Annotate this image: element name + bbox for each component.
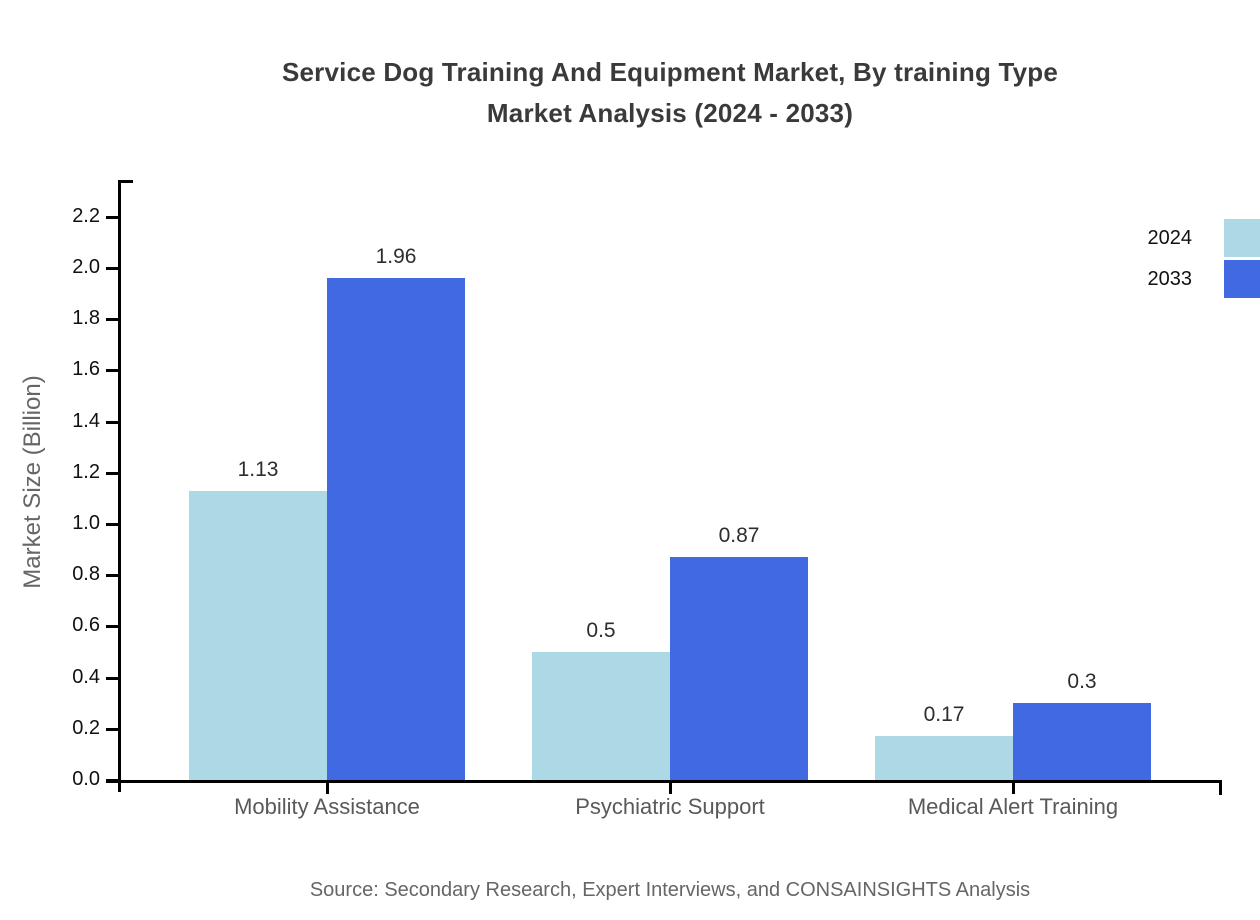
y-axis-top-cap	[118, 180, 133, 183]
bar-value-label: 0.87	[718, 524, 760, 547]
y-tick-mark	[106, 369, 118, 373]
y-tick-mark	[106, 727, 118, 731]
y-tick-label: 0.2	[72, 716, 100, 739]
y-tick-mark	[106, 523, 118, 526]
y-tick-label: 2.2	[72, 204, 100, 227]
legend-swatch-2024	[1224, 219, 1260, 257]
bar-value-label: 1.13	[237, 458, 279, 481]
y-tick-label: 0.6	[72, 614, 100, 637]
x-tick-mark	[669, 780, 672, 794]
category-label-0: Mobility Assistance	[234, 794, 420, 819]
bar-2033-0	[327, 278, 465, 780]
y-axis-spine	[118, 180, 121, 792]
y-tick-label: 1.2	[72, 460, 100, 483]
y-tick-mark	[106, 625, 118, 629]
bar-2033-2	[1013, 703, 1151, 780]
y-tick-mark	[106, 574, 118, 578]
legend-label-2024: 2024	[1147, 226, 1193, 249]
chart-title-line1: Service Dog Training And Equipment Marke…	[281, 57, 1059, 87]
y-tick-mark	[106, 676, 118, 680]
bar-value-label: 0.5	[586, 619, 616, 642]
y-tick-label: 0.4	[72, 665, 100, 688]
y-tick-mark	[106, 215, 118, 219]
legend-item-2024: 2024	[1148, 219, 1260, 257]
y-tick-label: 1.6	[72, 358, 100, 381]
x-axis-end-cap	[1219, 780, 1222, 795]
category-label-2: Medical Alert Training	[907, 794, 1119, 819]
chart-title: Service Dog Training And Equipment Marke…	[80, 52, 1260, 134]
bar-2033-1	[670, 557, 808, 780]
y-tick-mark	[106, 779, 118, 782]
bar-value-label: 1.96	[375, 245, 417, 268]
bar-value-label: 0.17	[923, 703, 965, 726]
x-tick-mark	[326, 780, 329, 794]
y-tick-label: 0.8	[72, 563, 100, 586]
x-axis-spine	[106, 780, 1222, 783]
y-tick-label: 1.4	[72, 409, 100, 432]
bar-2024-2	[875, 736, 1013, 780]
source-note: Source: Secondary Research, Expert Inter…	[309, 879, 1031, 901]
x-tick-mark	[1012, 780, 1015, 794]
y-tick-label: 2.0	[72, 256, 100, 278]
y-tick-mark	[106, 318, 118, 322]
legend-item-2033: 2033	[1148, 260, 1260, 298]
y-tick-mark	[106, 471, 118, 475]
y-tick-mark	[106, 267, 118, 270]
bar-value-label: 0.3	[1067, 670, 1097, 693]
legend-label-2033: 2033	[1147, 267, 1193, 290]
y-tick-label: 1.8	[72, 307, 100, 330]
category-label-1: Psychiatric Support	[575, 794, 765, 819]
y-tick-label: 1.0	[72, 512, 100, 534]
y-tick-mark	[106, 420, 118, 424]
bar-2024-0	[189, 491, 327, 780]
bar-2024-1	[532, 652, 670, 780]
legend-swatch-2033	[1224, 260, 1260, 298]
y-tick-label: 0.0	[72, 768, 100, 790]
chart-title-line2: Market Analysis (2024 - 2033)	[486, 98, 854, 128]
